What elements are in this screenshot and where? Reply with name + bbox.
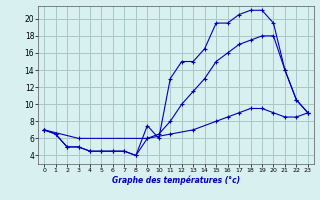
X-axis label: Graphe des températures (°c): Graphe des températures (°c)	[112, 176, 240, 185]
